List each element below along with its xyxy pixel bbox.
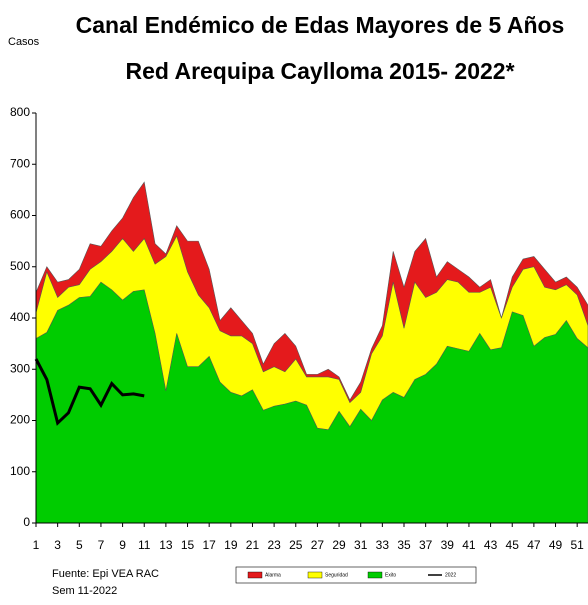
week-note: Sem 11-2022 (52, 585, 117, 597)
y-tick-label: 200 (10, 413, 30, 427)
x-tick-label: 35 (397, 538, 411, 552)
legend-swatch (307, 571, 323, 579)
x-tick-label: 41 (462, 538, 476, 552)
x-tick-label: 23 (267, 538, 281, 552)
x-tick-label: 49 (549, 538, 563, 552)
x-tick-label: 7 (98, 538, 105, 552)
y-tick-label: 400 (10, 310, 30, 324)
legend-label: 2022 (445, 572, 456, 578)
x-tick-label: 15 (181, 538, 195, 552)
x-tick-label: 17 (202, 538, 216, 552)
legend-label: Seguridad (325, 572, 348, 578)
source-note: Fuente: Epi VEA RAC (52, 568, 159, 580)
x-tick-label: 47 (527, 538, 541, 552)
x-tick-label: 27 (311, 538, 325, 552)
chart-title: Canal Endémico de Edas Mayores de 5 Años (76, 12, 565, 38)
x-tick-label: 43 (484, 538, 498, 552)
legend-label: Exito (385, 572, 396, 578)
y-tick-label: 100 (10, 464, 30, 478)
x-tick-label: 51 (570, 538, 584, 552)
x-tick-label: 11 (138, 538, 151, 552)
y-tick-label: 800 (10, 105, 30, 119)
legend-label: Alarma (265, 572, 281, 578)
x-tick-label: 31 (354, 538, 368, 552)
y-tick-label: 500 (10, 259, 30, 273)
x-tick-label: 19 (224, 538, 238, 552)
legend-swatch (367, 571, 383, 579)
legend-swatch (247, 571, 263, 579)
y-tick-label: 700 (10, 156, 30, 170)
y-tick-label: 300 (10, 361, 30, 375)
x-tick-label: 45 (506, 538, 520, 552)
x-tick-label: 9 (119, 538, 126, 552)
x-tick-label: 37 (419, 538, 433, 552)
x-tick-label: 1 (33, 538, 40, 552)
y-axis-label: Casos (8, 36, 40, 48)
x-tick-label: 25 (289, 538, 303, 552)
y-tick-label: 600 (10, 208, 30, 222)
x-tick-label: 29 (332, 538, 346, 552)
y-tick-label: 0 (23, 515, 30, 529)
x-tick-label: 13 (159, 538, 173, 552)
line-2022 (34, 358, 145, 426)
x-tick-label: 39 (441, 538, 455, 552)
x-tick-label: 5 (76, 538, 83, 552)
chart-subtitle: Red Arequipa Caylloma 2015- 2022* (125, 58, 514, 84)
x-tick-label: 21 (246, 538, 260, 552)
x-tick-label: 33 (376, 538, 390, 552)
legend-box (235, 566, 477, 584)
x-tick-label: 3 (54, 538, 61, 552)
area (35, 281, 588, 524)
